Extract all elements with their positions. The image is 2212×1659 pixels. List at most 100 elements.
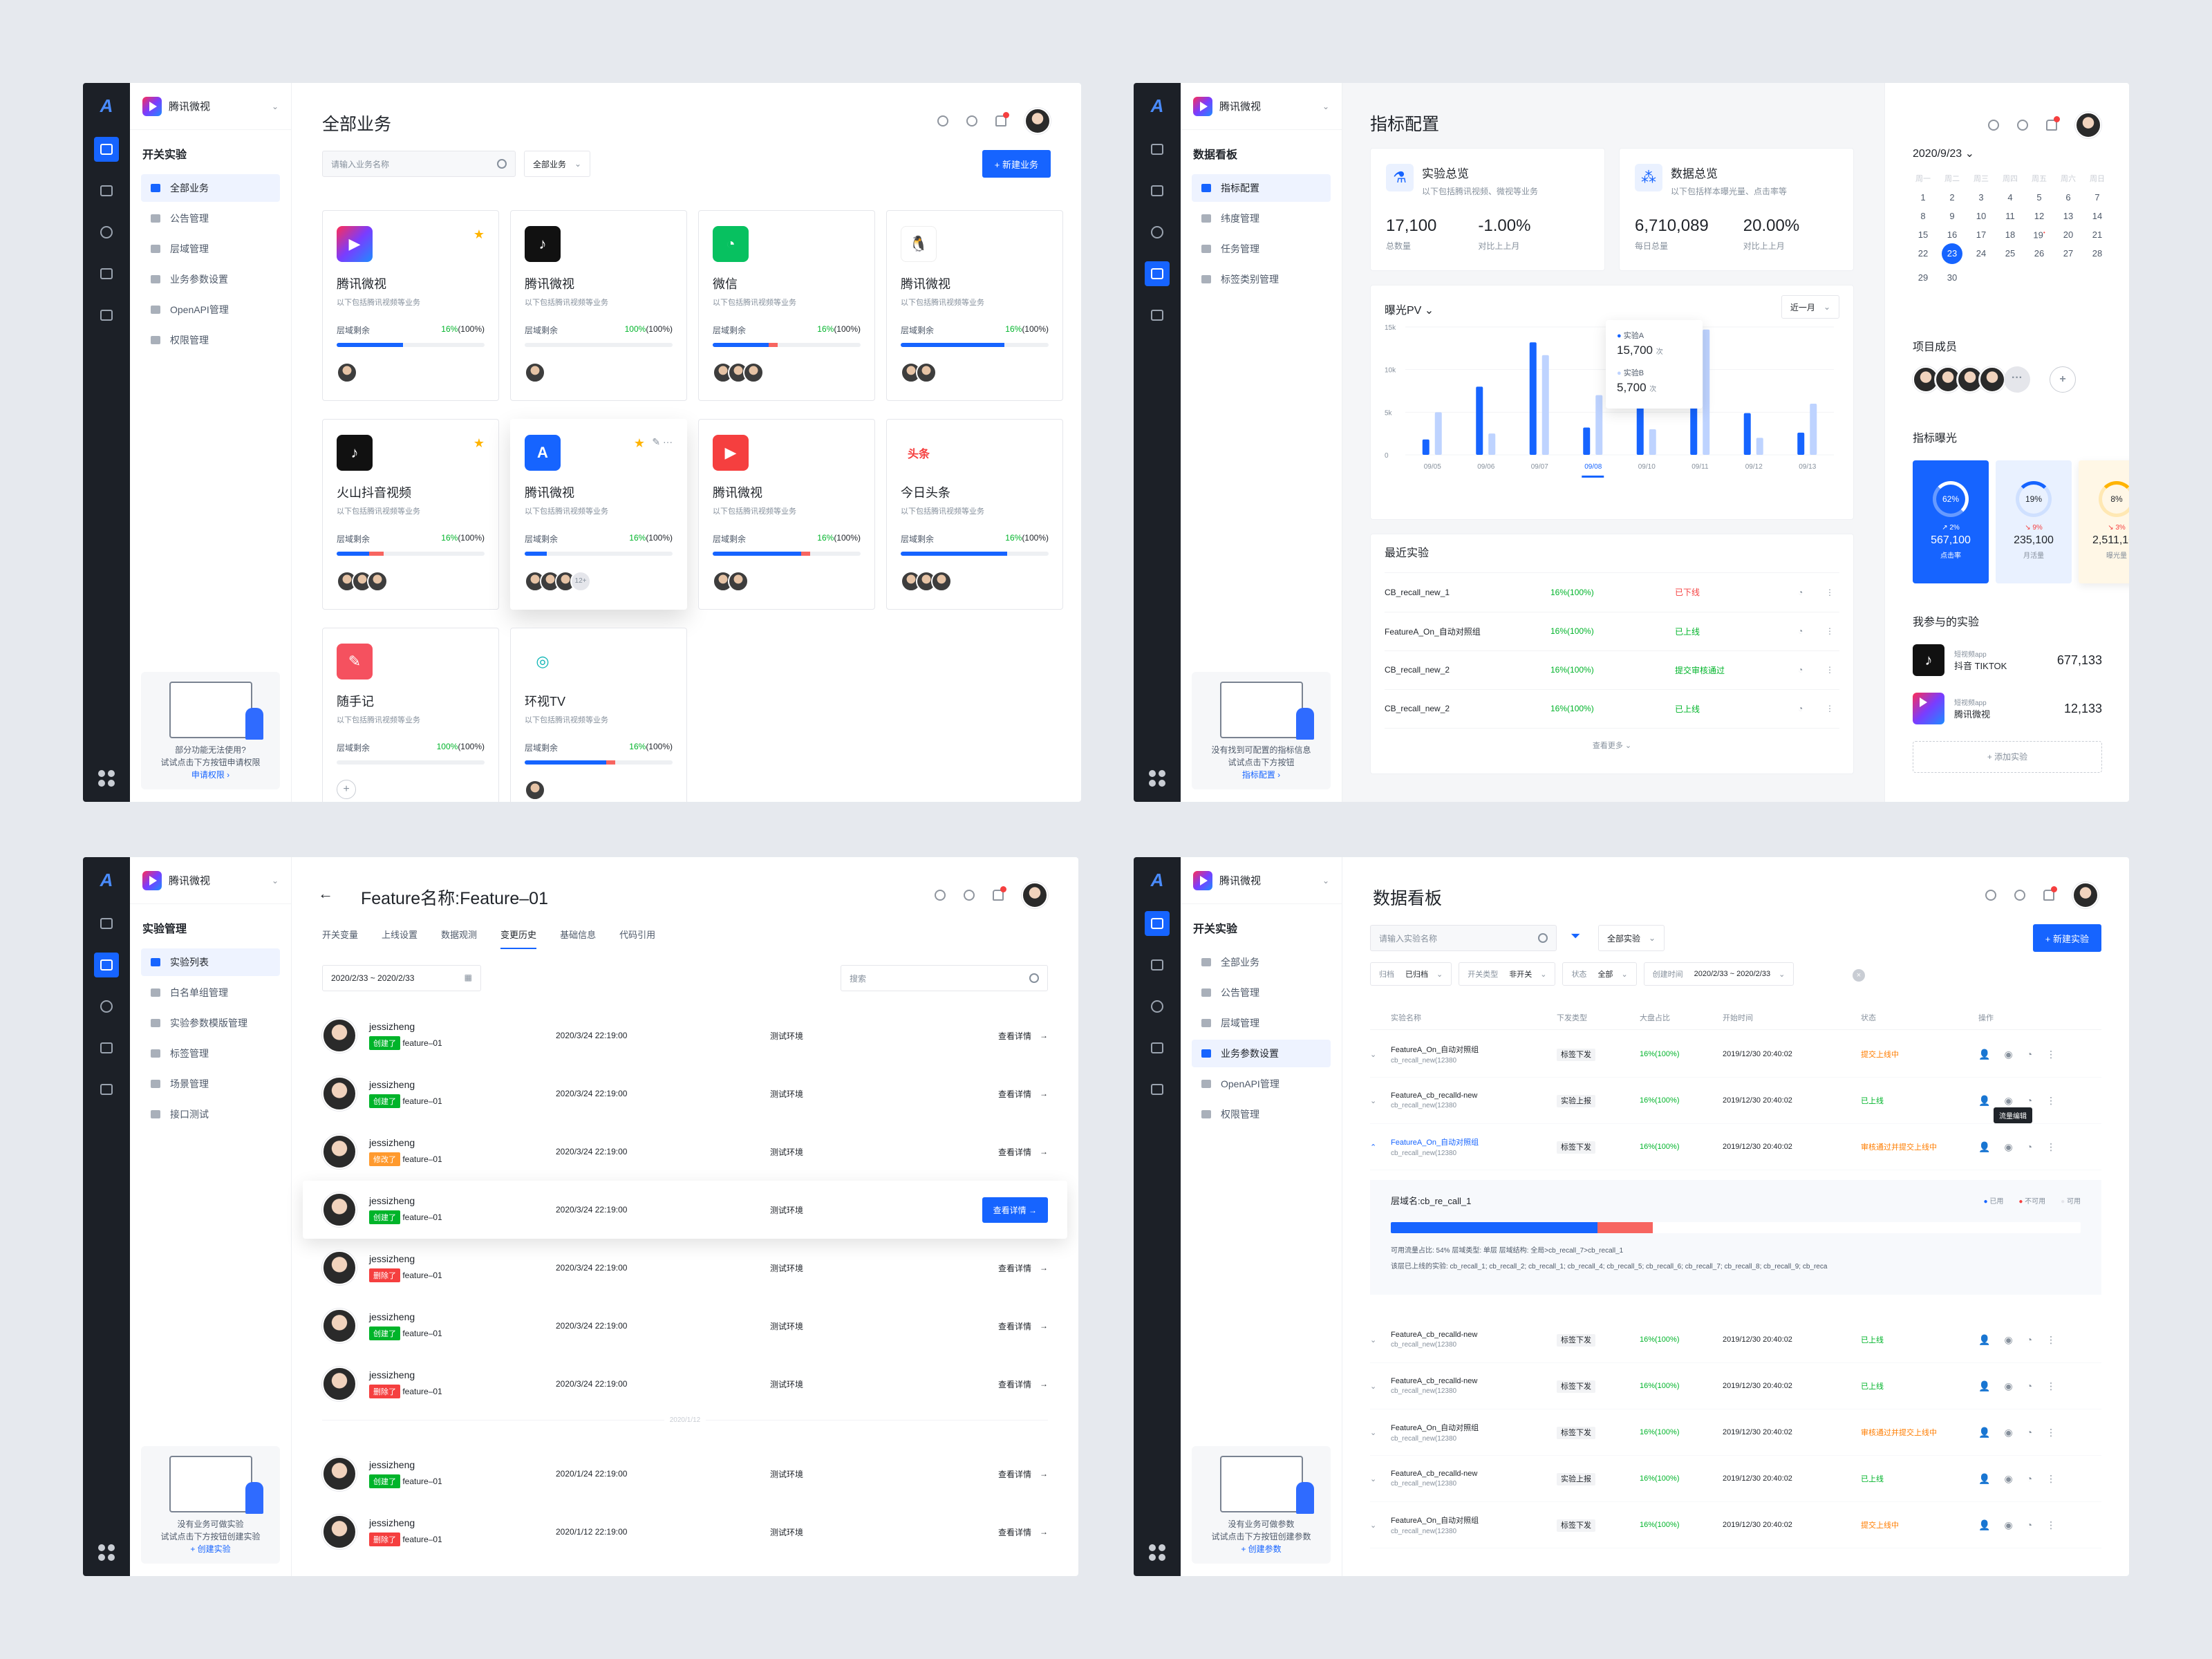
more-vertical-icon[interactable]: ⋮	[2046, 1048, 2056, 1060]
doc-nav-icon[interactable]	[94, 1077, 119, 1102]
expand-chevron-icon[interactable]: ⌄	[1370, 1382, 1377, 1391]
avatar[interactable]	[2075, 112, 2101, 138]
table-row[interactable]: CB_recall_new_1 16%(100%) 已下线 ◔ ⋮	[1385, 573, 1839, 612]
more-count[interactable]: 12+	[570, 571, 591, 592]
joined-item[interactable]: 短视频app 腾讯微视 12,133	[1913, 690, 2102, 727]
table-row[interactable]: CB_recall_new_2 16%(100%) 提交审核通过 ◔ ⋮	[1385, 650, 1839, 690]
experiment-filter-select[interactable]: 全部实验	[1598, 925, 1665, 951]
more-vertical-icon[interactable]: ⋮	[2046, 1519, 2056, 1530]
calendar-day[interactable]: 7	[2094, 192, 2100, 203]
calendar-day[interactable]: 5	[2036, 192, 2042, 203]
headset-icon[interactable]	[964, 890, 975, 901]
table-row[interactable]: ⌄ FeatureA_On_自动对照组 cb_recall_new(12380 标…	[1370, 1031, 2101, 1078]
bar-实验A[interactable]	[1422, 439, 1430, 455]
more-vertical-icon[interactable]: ⋮	[2046, 1333, 2056, 1345]
history-row[interactable]: jessizheng 创建了 feature–01 2020/3/24 22:19…	[303, 1181, 1067, 1239]
calendar-day[interactable]: 30	[1947, 272, 1958, 283]
bar-实验A[interactable]	[1583, 427, 1591, 455]
traffic-edit-icon[interactable]: ◉	[2004, 1141, 2013, 1152]
star-icon[interactable]: ★	[473, 227, 485, 241]
sidebar-item[interactable]: 白名单组管理	[141, 979, 280, 1006]
business-card[interactable]: ◎ 环视TV 以下包括腾讯视频等业务 层域剩余 16%(100%)	[510, 628, 687, 802]
user-icon[interactable]: 👤	[1978, 1472, 1991, 1484]
filter-select[interactable]: 创建时间 2020/2/33 ~ 2020/2/33	[1643, 962, 1794, 986]
calendar-day[interactable]: 11	[2005, 211, 2015, 221]
flask-nav-icon[interactable]	[1145, 178, 1170, 203]
traffic-edit-icon[interactable]: ◉	[2004, 1094, 2013, 1106]
bar-实验A[interactable]	[1690, 406, 1698, 455]
calendar-day[interactable]: 29	[1918, 272, 1929, 283]
sidebar-item[interactable]: OpenAPI管理	[141, 296, 280, 324]
sidebar-item[interactable]: 标签管理	[141, 1040, 280, 1067]
pie-chart-icon[interactable]: ◔	[2026, 1333, 2033, 1345]
search-input[interactable]: 请输入业务名称	[322, 151, 516, 177]
calendar-day[interactable]: 3	[1978, 192, 1984, 203]
sidebar-item[interactable]: 层域管理	[141, 235, 280, 263]
download-nav-icon[interactable]	[1145, 994, 1170, 1019]
user-icon[interactable]: 👤	[1978, 1141, 1991, 1152]
request-permission-link[interactable]: 申请权限 ›	[191, 770, 230, 780]
table-row[interactable]: ⌄ FeatureA_On_自动对照组 cb_recall_new(12380 标…	[1370, 1409, 2101, 1456]
more-members-icon[interactable]: ···	[2004, 366, 2030, 393]
pie-chart-icon[interactable]: ◔	[1798, 650, 1826, 690]
bar-实验B[interactable]	[1756, 438, 1763, 455]
avatar[interactable]	[743, 362, 764, 383]
dashboard-nav-icon[interactable]	[1145, 137, 1170, 162]
table-row[interactable]: CB_recall_new_2 16%(100%) 已上线 ◔ ⋮	[1385, 689, 1839, 729]
avatar[interactable]	[931, 571, 952, 592]
sidebar-item[interactable]: 实验列表	[141, 948, 280, 976]
date-range-picker[interactable]: 2020/2/33 ~ 2020/2/33 ▦	[322, 965, 481, 991]
business-card[interactable]: ♪ ★ 火山抖音视频 以下包括腾讯视频等业务 层域剩余 16%(100%)	[322, 419, 499, 610]
avatar[interactable]	[1979, 366, 2005, 393]
table-row[interactable]: FeatureA_On_自动对照组 16%(100%) 已上线 ◔ ⋮	[1385, 612, 1839, 651]
calendar-day[interactable]: 20	[2063, 229, 2074, 240]
expand-chevron-icon[interactable]: ⌄	[1370, 1050, 1377, 1059]
history-row[interactable]: jessizheng 创建了 feature–01 2020/1/24 22:19…	[292, 1445, 1078, 1503]
business-card[interactable]: 头条 今日头条 以下包括腾讯视频等业务 层域剩余 16%(100%)	[886, 419, 1063, 610]
user-icon[interactable]: 👤	[1978, 1094, 1991, 1106]
calendar-day[interactable]: 13	[2063, 211, 2074, 221]
create-experiment-link[interactable]: + 创建实验	[190, 1544, 231, 1554]
user-icon[interactable]: 👤	[1978, 1519, 1991, 1530]
history-row[interactable]: jessizheng 删除了 feature–01 2020/3/24 22:19…	[292, 1239, 1078, 1297]
bar-实验B[interactable]	[1434, 412, 1442, 455]
bar-实验B[interactable]	[1810, 404, 1817, 455]
dashboard-nav-icon[interactable]	[1145, 911, 1170, 936]
download-nav-icon[interactable]	[94, 220, 119, 245]
avatar[interactable]	[367, 571, 388, 592]
download-nav-icon[interactable]	[94, 994, 119, 1019]
sidebar-item[interactable]: 纬度管理	[1192, 205, 1331, 232]
calendar-day[interactable]: 9	[1949, 211, 1955, 221]
more-vertical-icon[interactable]: ⋮	[2046, 1380, 2056, 1391]
bar-实验B[interactable]	[1488, 433, 1496, 455]
view-detail-link[interactable]: 查看详情	[997, 1031, 1031, 1041]
headset-icon[interactable]	[966, 115, 977, 126]
sidebar-item[interactable]: OpenAPI管理	[1192, 1070, 1331, 1098]
filter-select[interactable]: 状态 全部	[1562, 962, 1637, 986]
clear-filters-icon[interactable]: ×	[1853, 969, 1865, 982]
chart-nav-icon[interactable]	[1145, 261, 1170, 286]
bell-icon[interactable]	[2046, 116, 2060, 131]
calendar-day[interactable]: 4	[2007, 192, 2013, 203]
bar-实验A[interactable]	[1636, 402, 1644, 455]
expand-chevron-icon[interactable]: ⌄	[1370, 1096, 1377, 1105]
arrow-right-icon[interactable]: →	[1040, 1031, 1048, 1040]
filter-icon[interactable]: ⏷	[1571, 929, 1581, 943]
business-card[interactable]: A ★ ✎ ··· 腾讯微视 以下包括腾讯视频等业务 层域剩余 16%(100%) 12+	[510, 419, 687, 610]
business-filter-select[interactable]: 全部业务	[524, 151, 591, 177]
help-icon[interactable]	[937, 115, 948, 126]
sidebar-item[interactable]: 标签类别管理	[1192, 265, 1331, 293]
add-member-icon[interactable]: +	[337, 780, 356, 799]
sidebar-item[interactable]: 层域管理	[1192, 1009, 1331, 1037]
apps-grid-icon[interactable]	[1149, 1544, 1165, 1561]
calendar-day[interactable]: 25	[2005, 248, 2016, 259]
bell-icon[interactable]	[2043, 886, 2057, 901]
sidebar-item[interactable]: 实验参数模版管理	[141, 1009, 280, 1037]
arrow-right-icon[interactable]: →	[1040, 1321, 1048, 1331]
business-card[interactable]: ▶ 腾讯微视 以下包括腾讯视频等业务 层域剩余 16%(100%)	[698, 419, 875, 610]
calendar-day[interactable]: 21	[2092, 229, 2103, 240]
user-icon[interactable]: 👤	[1978, 1333, 1991, 1345]
sidebar-item[interactable]: 接口测试	[141, 1100, 280, 1128]
more-vertical-icon[interactable]: ⋮	[2046, 1426, 2056, 1438]
app-switcher[interactable]: 腾讯微视 ⌄	[1181, 857, 1342, 904]
